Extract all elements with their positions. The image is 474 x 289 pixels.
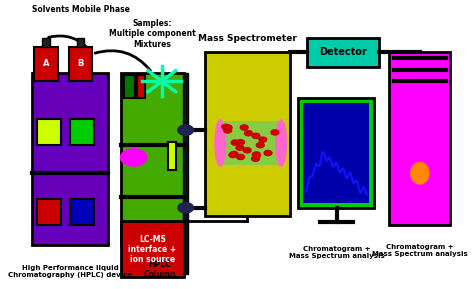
Text: Samples:
Multiple component
Mixtures: Samples: Multiple component Mixtures [109,19,196,49]
FancyBboxPatch shape [205,53,290,216]
Circle shape [271,130,279,135]
Circle shape [252,156,259,161]
Circle shape [224,128,232,133]
FancyBboxPatch shape [42,38,50,47]
FancyBboxPatch shape [183,73,188,274]
Text: Chromatogram +
Mass Spectrum analysis: Chromatogram + Mass Spectrum analysis [289,246,384,259]
FancyBboxPatch shape [303,103,369,203]
Circle shape [256,142,264,148]
FancyBboxPatch shape [77,38,84,47]
FancyBboxPatch shape [307,38,379,67]
FancyBboxPatch shape [390,53,450,225]
Circle shape [264,150,272,155]
Circle shape [230,151,238,157]
FancyBboxPatch shape [37,199,61,225]
Text: Solvents Mobile Phase: Solvents Mobile Phase [32,5,129,14]
FancyBboxPatch shape [37,118,61,144]
Text: Detector: Detector [319,47,366,57]
Circle shape [224,125,232,130]
Circle shape [236,145,244,150]
FancyBboxPatch shape [70,199,94,225]
Circle shape [252,152,260,157]
Text: B: B [77,60,84,68]
Circle shape [253,153,260,158]
Circle shape [121,149,146,166]
Circle shape [178,203,193,213]
Circle shape [243,148,251,153]
Circle shape [237,154,245,160]
Text: A: A [43,60,49,68]
FancyBboxPatch shape [168,142,176,171]
Ellipse shape [276,120,286,166]
FancyBboxPatch shape [220,121,281,165]
Circle shape [178,125,193,135]
FancyBboxPatch shape [34,47,58,81]
Circle shape [229,152,237,158]
Circle shape [259,137,267,142]
Circle shape [222,124,230,129]
Text: High Performance liquid
Chromatography (HPLC) device: High Performance liquid Chromatography (… [8,264,132,277]
FancyBboxPatch shape [70,118,94,144]
Circle shape [240,125,248,130]
FancyBboxPatch shape [121,221,183,277]
FancyBboxPatch shape [121,73,183,245]
Text: Chromatogram +
Mass Spectrum analysis: Chromatogram + Mass Spectrum analysis [372,244,468,257]
Text: HPLC
Column: HPLC Column [144,260,176,279]
FancyBboxPatch shape [124,75,135,99]
FancyBboxPatch shape [299,99,374,208]
Circle shape [252,133,260,138]
Ellipse shape [410,162,429,184]
FancyBboxPatch shape [32,73,108,245]
FancyBboxPatch shape [137,75,146,99]
Circle shape [231,140,239,145]
Circle shape [245,131,252,136]
Circle shape [237,140,245,145]
Text: LC-MS
interface +
ion source: LC-MS interface + ion source [128,235,176,264]
Text: Mass Spectrometer: Mass Spectrometer [198,34,297,42]
Ellipse shape [215,120,226,166]
FancyBboxPatch shape [69,47,92,81]
